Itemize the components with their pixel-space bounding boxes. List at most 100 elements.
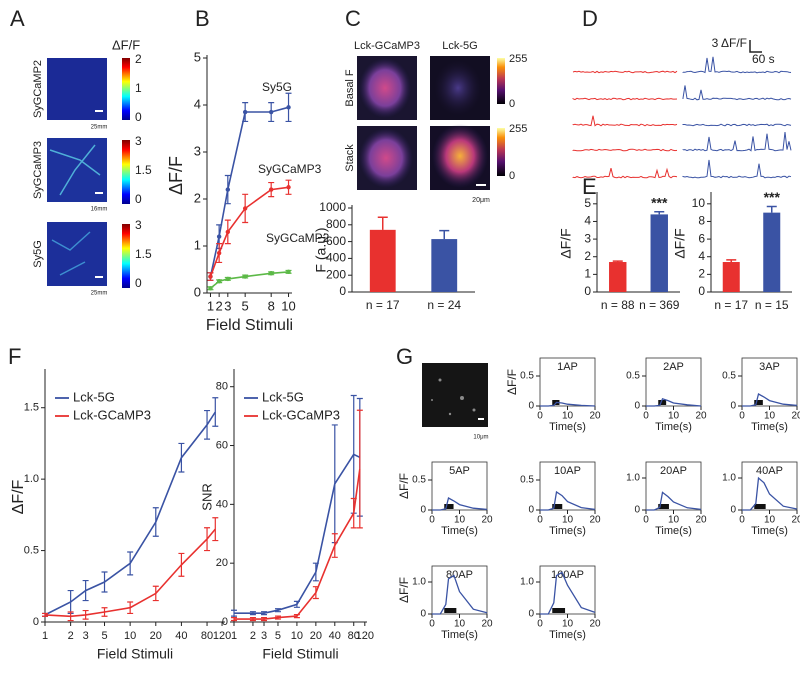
x-tick-label: 10 xyxy=(668,515,680,526)
scale-bar xyxy=(478,418,484,420)
error-bar xyxy=(152,507,159,537)
x-tick-label: 8 xyxy=(268,298,275,313)
annotation: *** xyxy=(651,194,668,210)
y-tick-label: 5 xyxy=(194,49,201,64)
y-tick-label: 4 xyxy=(698,249,705,263)
image xyxy=(47,58,107,120)
series-line xyxy=(209,271,289,289)
y-tick-label: 0 xyxy=(528,505,534,516)
x-tick-label: 3 xyxy=(261,630,267,642)
scale-label: 60 s xyxy=(752,52,775,66)
trace xyxy=(682,131,792,152)
image-label: SyGCaMP2 xyxy=(32,60,44,118)
marker xyxy=(242,109,248,115)
error-bar xyxy=(274,615,281,620)
error-bar xyxy=(42,612,48,617)
scale-bar xyxy=(95,192,103,194)
x-tick-label: 20 xyxy=(481,619,493,630)
chart-title: 160AP xyxy=(551,569,584,581)
error-bar xyxy=(377,216,388,230)
y-axis-label: ΔF/F xyxy=(558,228,574,258)
stimulus-marker xyxy=(552,608,566,613)
y-tick-label: 5 xyxy=(584,196,591,210)
scale-bar xyxy=(749,40,762,53)
x-axis-label: Field Stimuli xyxy=(97,646,173,662)
y-tick-label: 2 xyxy=(698,267,705,281)
image-feature xyxy=(51,231,91,276)
y-axis-label: ΔF/F xyxy=(10,479,27,514)
colorbar-tick-label: 3 xyxy=(135,218,142,232)
panel-label: B xyxy=(195,6,210,31)
marker xyxy=(208,274,213,279)
cell xyxy=(434,60,482,116)
bar xyxy=(369,229,396,292)
x-tick-label: 20 xyxy=(481,515,493,526)
x-tick-label: n = 369 xyxy=(639,298,680,312)
x-tick-label: 20 xyxy=(695,515,707,526)
x-tick-label: 20 xyxy=(589,411,601,422)
error-bar xyxy=(231,616,237,622)
y-tick-label: 4 xyxy=(194,96,201,111)
marker xyxy=(268,187,274,192)
speck xyxy=(438,378,442,382)
panel-d-traces xyxy=(572,56,792,179)
colorbar xyxy=(497,58,505,104)
x-axis-label: Time(s) xyxy=(441,525,478,537)
y-tick-label: 0 xyxy=(420,505,426,516)
y-tick-label: 0 xyxy=(420,609,426,620)
colorbar-tick-label: 0 xyxy=(509,98,515,110)
x-tick-label: 10 xyxy=(454,515,466,526)
x-tick-label: 0 xyxy=(643,515,649,526)
y-tick-label: 40 xyxy=(216,498,228,510)
trace xyxy=(572,70,678,74)
series-line xyxy=(646,491,702,511)
image-specks xyxy=(431,378,484,420)
y-tick-label: 0 xyxy=(339,284,346,298)
image-feature xyxy=(49,144,101,196)
y-tick-label: 0.5 xyxy=(520,475,534,486)
panel-label: G xyxy=(396,344,413,369)
y-tick-label: 6 xyxy=(698,231,705,245)
x-tick-label: 0 xyxy=(643,411,649,422)
y-tick-label: 0 xyxy=(698,284,705,298)
y-tick-label: 4 xyxy=(584,214,591,228)
x-tick-label: 3 xyxy=(83,630,89,642)
colorbar-tick-label: 3 xyxy=(135,134,142,148)
y-tick-label: 1 xyxy=(584,267,591,281)
series-line xyxy=(209,186,289,277)
error-bar xyxy=(439,229,450,240)
error-bar xyxy=(766,205,777,213)
bar xyxy=(431,239,458,292)
y-tick-label: 0.5 xyxy=(24,544,39,556)
y-tick-label: 20 xyxy=(216,557,228,569)
colorbar-tick-label: 2 xyxy=(135,52,142,66)
colorbar-tick-label: 0 xyxy=(135,276,142,290)
scale-label: 25mm xyxy=(91,125,108,131)
scale-bar xyxy=(95,110,103,112)
marker xyxy=(225,229,231,235)
image xyxy=(422,363,488,427)
trace xyxy=(682,85,792,101)
panel-c-images xyxy=(357,56,505,190)
error-bar xyxy=(231,609,237,617)
marker xyxy=(225,187,231,192)
image xyxy=(47,138,107,202)
error-bar xyxy=(212,397,219,427)
error-bar xyxy=(127,551,134,576)
column-label: Lck-5G xyxy=(442,40,477,52)
marker xyxy=(216,279,222,284)
bar xyxy=(722,262,740,292)
stimulus-marker xyxy=(754,400,763,405)
x-tick-label: 0 xyxy=(429,515,435,526)
x-tick-label: n = 17 xyxy=(366,298,400,312)
x-tick-label: 10 xyxy=(764,515,776,526)
speck xyxy=(431,399,433,401)
x-tick-label: 0 xyxy=(537,411,543,422)
y-tick-label: 3 xyxy=(584,231,591,245)
